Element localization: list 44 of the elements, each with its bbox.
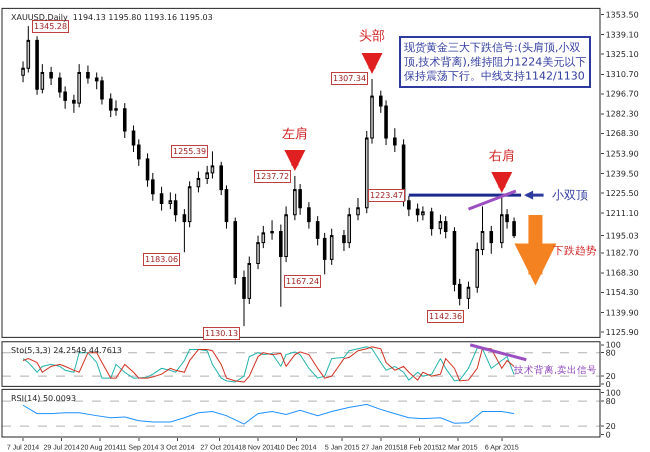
y-tick-label: 1253.90: [606, 149, 639, 158]
y-tick-label: 100: [606, 388, 621, 398]
annotation: 右肩: [489, 148, 515, 164]
y-tick-label: 1182.70: [606, 248, 639, 258]
text: 1142.36: [429, 312, 462, 321]
annotation: 下跌趋势: [553, 244, 597, 257]
y-tick-label: 20: [606, 422, 616, 431]
y-tick-label: 1296.70: [606, 90, 639, 99]
y-tick-label: 1225.50: [606, 188, 639, 198]
text: XAUUSD,Daily 1194.13 1195.80 1193.16 1195.03: [11, 13, 213, 22]
y-tick-label: 1339.10: [606, 30, 639, 40]
y-tick-label: 1168.30: [606, 268, 639, 278]
y-tick-label: 0: [606, 430, 611, 440]
y-tick-label: 1325.10: [606, 50, 639, 60]
text: 1237.72: [256, 172, 290, 181]
text: 1183.06: [145, 255, 178, 264]
y-tick-label: 80: [606, 348, 616, 358]
text: 1167.24: [286, 277, 320, 286]
y-tick-label: 1239.50: [606, 169, 639, 178]
y-tick-label: 1268.30: [606, 129, 639, 138]
annotation: 技术背离,卖出信号: [513, 364, 598, 376]
annotation: 现货黄金三大下跌信号:(头肩顶,小双顶,技术背离),维持阻力1224美元以下保持震荡下行。中线支持1142/1130: [404, 41, 586, 83]
annotation: 头部: [359, 29, 385, 44]
y-tick-label: 1154.30: [606, 288, 639, 298]
y-tick-label: 1353.50: [606, 10, 639, 20]
y-tick-label: 0: [606, 380, 611, 389]
text: 1130.13: [205, 329, 238, 338]
text: 1345.28: [34, 22, 68, 31]
y-tick-label: 1211.10: [606, 208, 639, 218]
y-tick-label: 100: [606, 340, 621, 350]
text: 1307.34: [333, 74, 366, 83]
y-tick-label: 1310.70: [606, 70, 639, 80]
annotation: 左肩: [282, 126, 308, 142]
y-tick-label: 1282.30: [606, 110, 639, 119]
y-tick-label: 20: [606, 372, 616, 381]
y-tick-label: 80: [606, 396, 616, 406]
annotation: 小双顶: [552, 188, 588, 202]
text: Sto(5,3,3) 24.2549 44.7613: [11, 346, 122, 355]
y-tick-label: 1139.90: [606, 308, 639, 318]
text: 1223.47: [370, 191, 404, 200]
text: RSI(14) 50.0093: [11, 394, 76, 403]
y-tick-label: 1125.90: [606, 328, 639, 337]
y-tick-label: 1195.03: [606, 231, 639, 240]
text: 1255.39: [173, 147, 206, 156]
